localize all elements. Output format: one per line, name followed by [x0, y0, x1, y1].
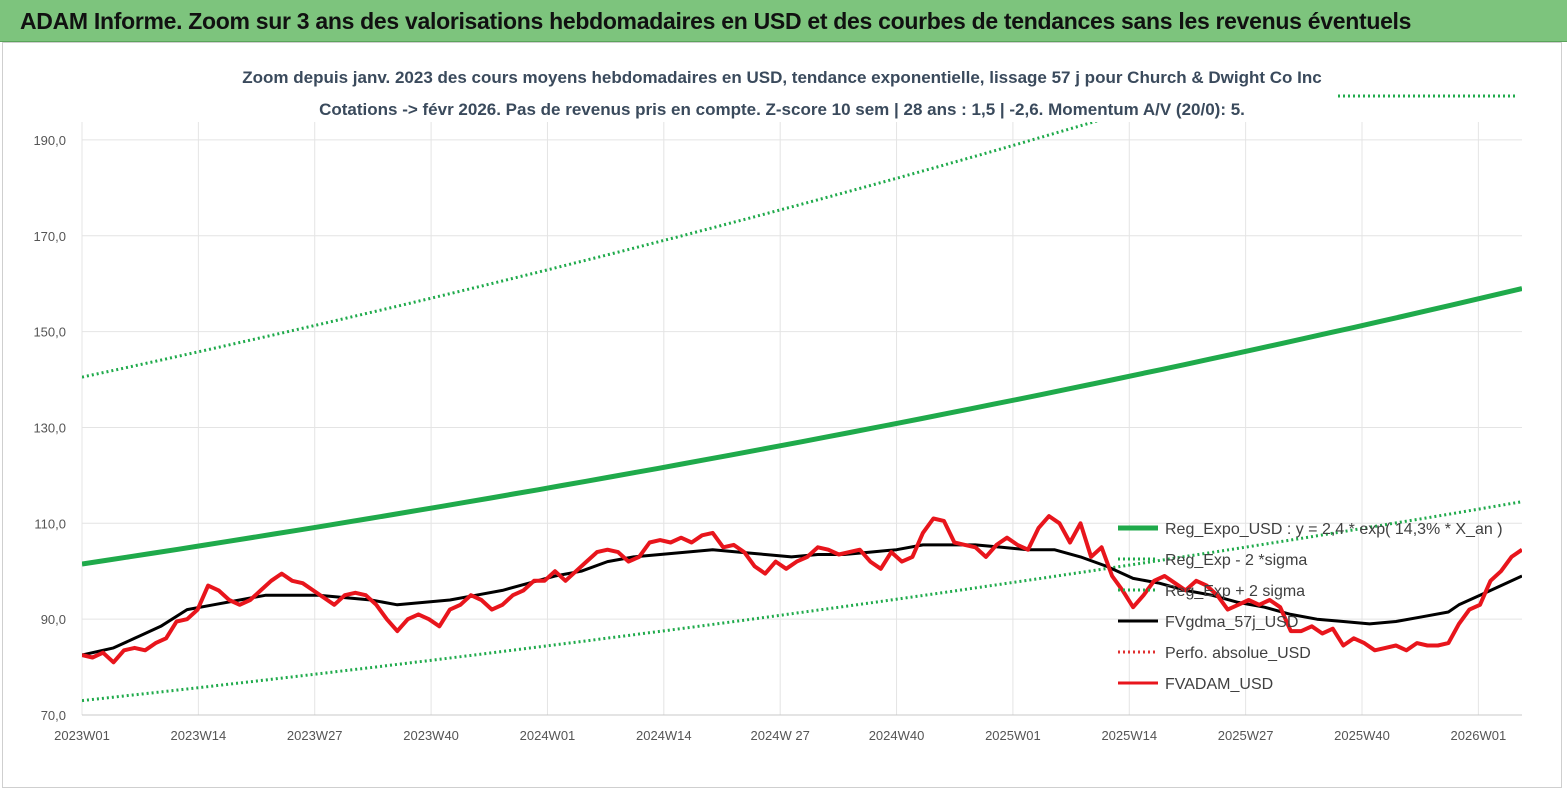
y-tick-label: 150,0: [33, 325, 66, 340]
x-tick-label: 2024W14: [636, 728, 692, 743]
chart-subtitle-line1: Zoom depuis janv. 2023 des cours moyens …: [242, 68, 1321, 87]
y-tick-label: 190,0: [33, 133, 66, 148]
x-tick-label: 2024W01: [520, 728, 576, 743]
legend-label: Reg_Expo_USD : y = 2,4 * exp( 14,3% * X_…: [1165, 521, 1503, 538]
x-tick-label: 2023W01: [54, 728, 110, 743]
x-tick-label: 2026W01: [1451, 728, 1507, 743]
x-tick-label: 2024W40: [869, 728, 925, 743]
series-lines: [82, 94, 1522, 703]
legend: Reg_Expo_USD : y = 2,4 * exp( 14,3% * X_…: [1118, 521, 1503, 693]
series-line-2: [82, 122, 1099, 379]
y-tick-label: 170,0: [33, 229, 66, 244]
x-tick-label: 2023W27: [287, 728, 343, 743]
report-title-banner: ADAM Informe. Zoom sur 3 ans des valoris…: [0, 0, 1567, 42]
x-tick-label: 2024W 27: [751, 728, 810, 743]
series-line-1: [82, 500, 1522, 703]
y-tick-label: 110,0: [34, 516, 66, 531]
y-tick-label: 130,0: [33, 420, 66, 435]
legend-label: FVADAM_USD: [1165, 676, 1273, 693]
x-tick-label: 2025W40: [1334, 728, 1390, 743]
x-tick-label: 2025W27: [1218, 728, 1274, 743]
x-tick-label: 2025W14: [1101, 728, 1157, 743]
gridlines: [81, 122, 1522, 716]
series-line-0: [82, 286, 1522, 567]
y-tick-label: 90,0: [41, 612, 66, 627]
legend-label: FVgdma_57j_USD: [1165, 614, 1298, 631]
chart-frame: [2, 42, 1562, 788]
x-tick-label: 2025W01: [985, 728, 1041, 743]
series-line-5: [82, 514, 1522, 665]
axes: 2023W01 2023W14 2023W27 2023W40 2024W01 2024W…: [33, 133, 1522, 743]
legend-label: Perfo. absolue_USD: [1165, 645, 1311, 662]
y-tick-label: 70,0: [41, 708, 66, 723]
report-title: ADAM Informe. Zoom sur 3 ans des valoris…: [20, 8, 1412, 34]
legend-label: Reg_Exp - 2 *sigma: [1165, 552, 1307, 569]
x-tick-label: 2023W40: [403, 728, 459, 743]
chart-subtitle-line2: Cotations -> févr 2026. Pas de revenus p…: [319, 100, 1245, 119]
x-tick-label: 2023W14: [171, 728, 227, 743]
legend-label: Reg_Exp + 2 sigma: [1165, 583, 1305, 600]
